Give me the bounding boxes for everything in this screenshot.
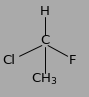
Text: CH$_3$: CH$_3$ bbox=[31, 72, 58, 87]
Text: F: F bbox=[69, 54, 77, 67]
Text: C: C bbox=[40, 34, 49, 47]
Text: H: H bbox=[40, 5, 49, 18]
Text: Cl: Cl bbox=[2, 54, 15, 67]
